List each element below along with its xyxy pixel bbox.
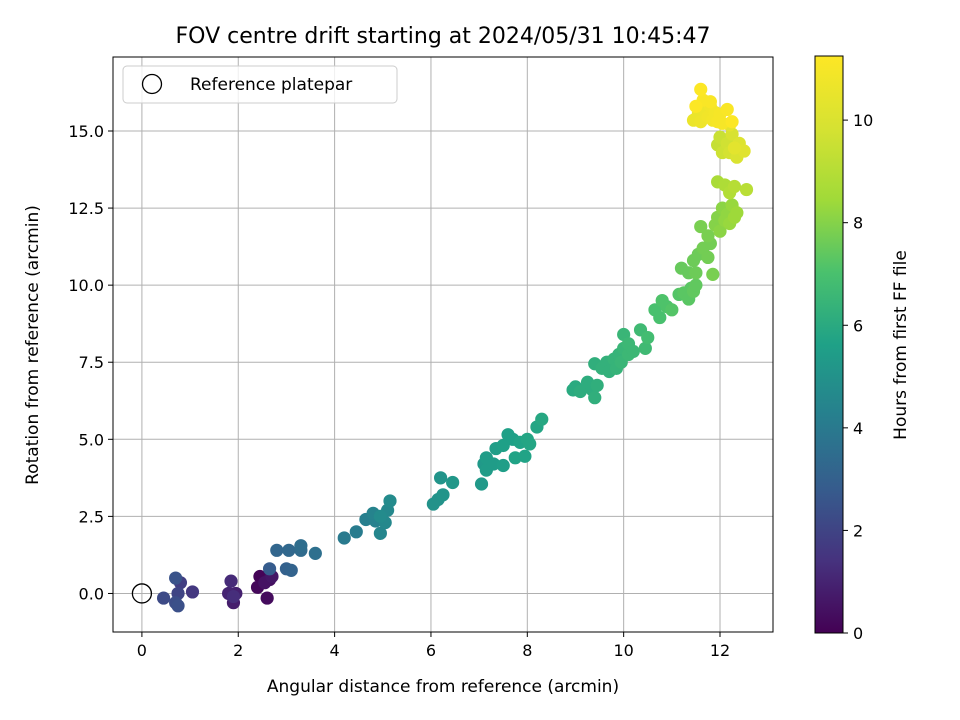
y-axis-ticks: 0.0 2.5 5.0 7.5 10.0 12.5 15.0 bbox=[68, 122, 113, 603]
data-point bbox=[169, 571, 183, 585]
data-point bbox=[284, 563, 298, 577]
data-point bbox=[701, 229, 715, 243]
data-point bbox=[588, 391, 602, 405]
data-point bbox=[730, 206, 744, 220]
data-point bbox=[373, 526, 387, 540]
data-point bbox=[308, 546, 322, 560]
legend-marker-reference bbox=[141, 73, 163, 95]
data-point bbox=[626, 344, 640, 359]
x-tick-label: 2 bbox=[233, 641, 243, 660]
x-tick-label: 8 bbox=[522, 641, 532, 660]
x-axis-ticks: 0 2 4 6 8 10 12 bbox=[137, 632, 730, 660]
data-point bbox=[701, 250, 715, 265]
data-point bbox=[436, 488, 450, 502]
reference-platepar-marker bbox=[131, 583, 153, 604]
colorbar-ticks: 0 2 4 6 8 10 bbox=[843, 111, 873, 643]
x-tick-label: 10 bbox=[613, 641, 633, 660]
x-tick-label: 12 bbox=[710, 641, 730, 660]
data-point bbox=[535, 412, 549, 426]
data-point bbox=[689, 266, 703, 280]
data-points bbox=[131, 82, 754, 613]
data-point bbox=[373, 509, 387, 523]
legend-entry-reference: Reference platepar bbox=[190, 75, 352, 95]
data-point bbox=[518, 449, 532, 463]
data-point bbox=[713, 224, 727, 238]
x-tick-label: 4 bbox=[330, 641, 340, 660]
y-axis-label: Rotation from reference (arcmin) bbox=[23, 205, 43, 485]
data-point bbox=[665, 303, 679, 317]
data-point bbox=[226, 589, 241, 604]
y-tick-label: 0.0 bbox=[79, 584, 104, 603]
data-point bbox=[496, 458, 510, 473]
colorbar-tick-label: 10 bbox=[853, 111, 873, 130]
data-point bbox=[224, 574, 238, 588]
colorbar-tick-label: 2 bbox=[853, 521, 863, 540]
data-point bbox=[573, 384, 587, 399]
data-point bbox=[725, 115, 739, 129]
data-point bbox=[727, 179, 742, 194]
data-point bbox=[689, 99, 703, 113]
data-point bbox=[337, 531, 351, 545]
data-point bbox=[689, 278, 703, 292]
data-point bbox=[349, 525, 363, 539]
data-point bbox=[156, 591, 171, 605]
legend: Reference platepar bbox=[122, 65, 398, 104]
grid bbox=[113, 57, 773, 632]
data-point bbox=[171, 599, 185, 613]
data-point bbox=[433, 471, 448, 485]
x-axis-label: Angular distance from reference (arcmin) bbox=[267, 677, 619, 697]
colorbar-label: Hours from first FF file bbox=[891, 250, 911, 440]
colorbar-tick-label: 4 bbox=[853, 419, 863, 438]
y-tick-label: 2.5 bbox=[79, 507, 104, 526]
data-point bbox=[638, 341, 652, 355]
data-point bbox=[185, 585, 200, 599]
data-point bbox=[383, 494, 397, 508]
data-point bbox=[706, 267, 720, 281]
y-tick-label: 12.5 bbox=[68, 199, 104, 218]
data-point bbox=[294, 539, 308, 553]
data-point bbox=[694, 219, 708, 234]
y-tick-label: 15.0 bbox=[68, 122, 104, 141]
data-point bbox=[282, 543, 296, 557]
data-point bbox=[703, 95, 717, 109]
x-tick-label: 0 bbox=[137, 641, 147, 660]
x-tick-label: 6 bbox=[426, 641, 436, 660]
data-point bbox=[262, 562, 277, 576]
colorbar bbox=[814, 55, 844, 634]
data-point bbox=[727, 141, 742, 155]
data-point bbox=[474, 477, 489, 491]
y-tick-label: 10.0 bbox=[68, 276, 104, 295]
data-point bbox=[496, 438, 510, 453]
y-tick-label: 5.0 bbox=[79, 430, 104, 449]
data-point bbox=[653, 310, 667, 325]
data-point bbox=[260, 591, 274, 605]
data-point bbox=[523, 437, 537, 451]
colorbar-tick-label: 0 bbox=[853, 624, 863, 643]
plot-frame bbox=[112, 56, 774, 633]
colorbar-tick-label: 6 bbox=[853, 316, 863, 335]
colorbar-tick-label: 8 bbox=[853, 214, 863, 233]
data-point bbox=[739, 182, 754, 197]
data-point bbox=[720, 102, 734, 117]
data-point bbox=[694, 82, 708, 96]
chart-title: FOV centre drift starting at 2024/05/31 … bbox=[176, 24, 711, 49]
data-point bbox=[590, 378, 604, 392]
data-point bbox=[446, 475, 460, 490]
data-point bbox=[641, 330, 655, 345]
data-point bbox=[270, 543, 284, 557]
y-tick-label: 7.5 bbox=[79, 353, 104, 372]
legend-box bbox=[122, 65, 398, 104]
